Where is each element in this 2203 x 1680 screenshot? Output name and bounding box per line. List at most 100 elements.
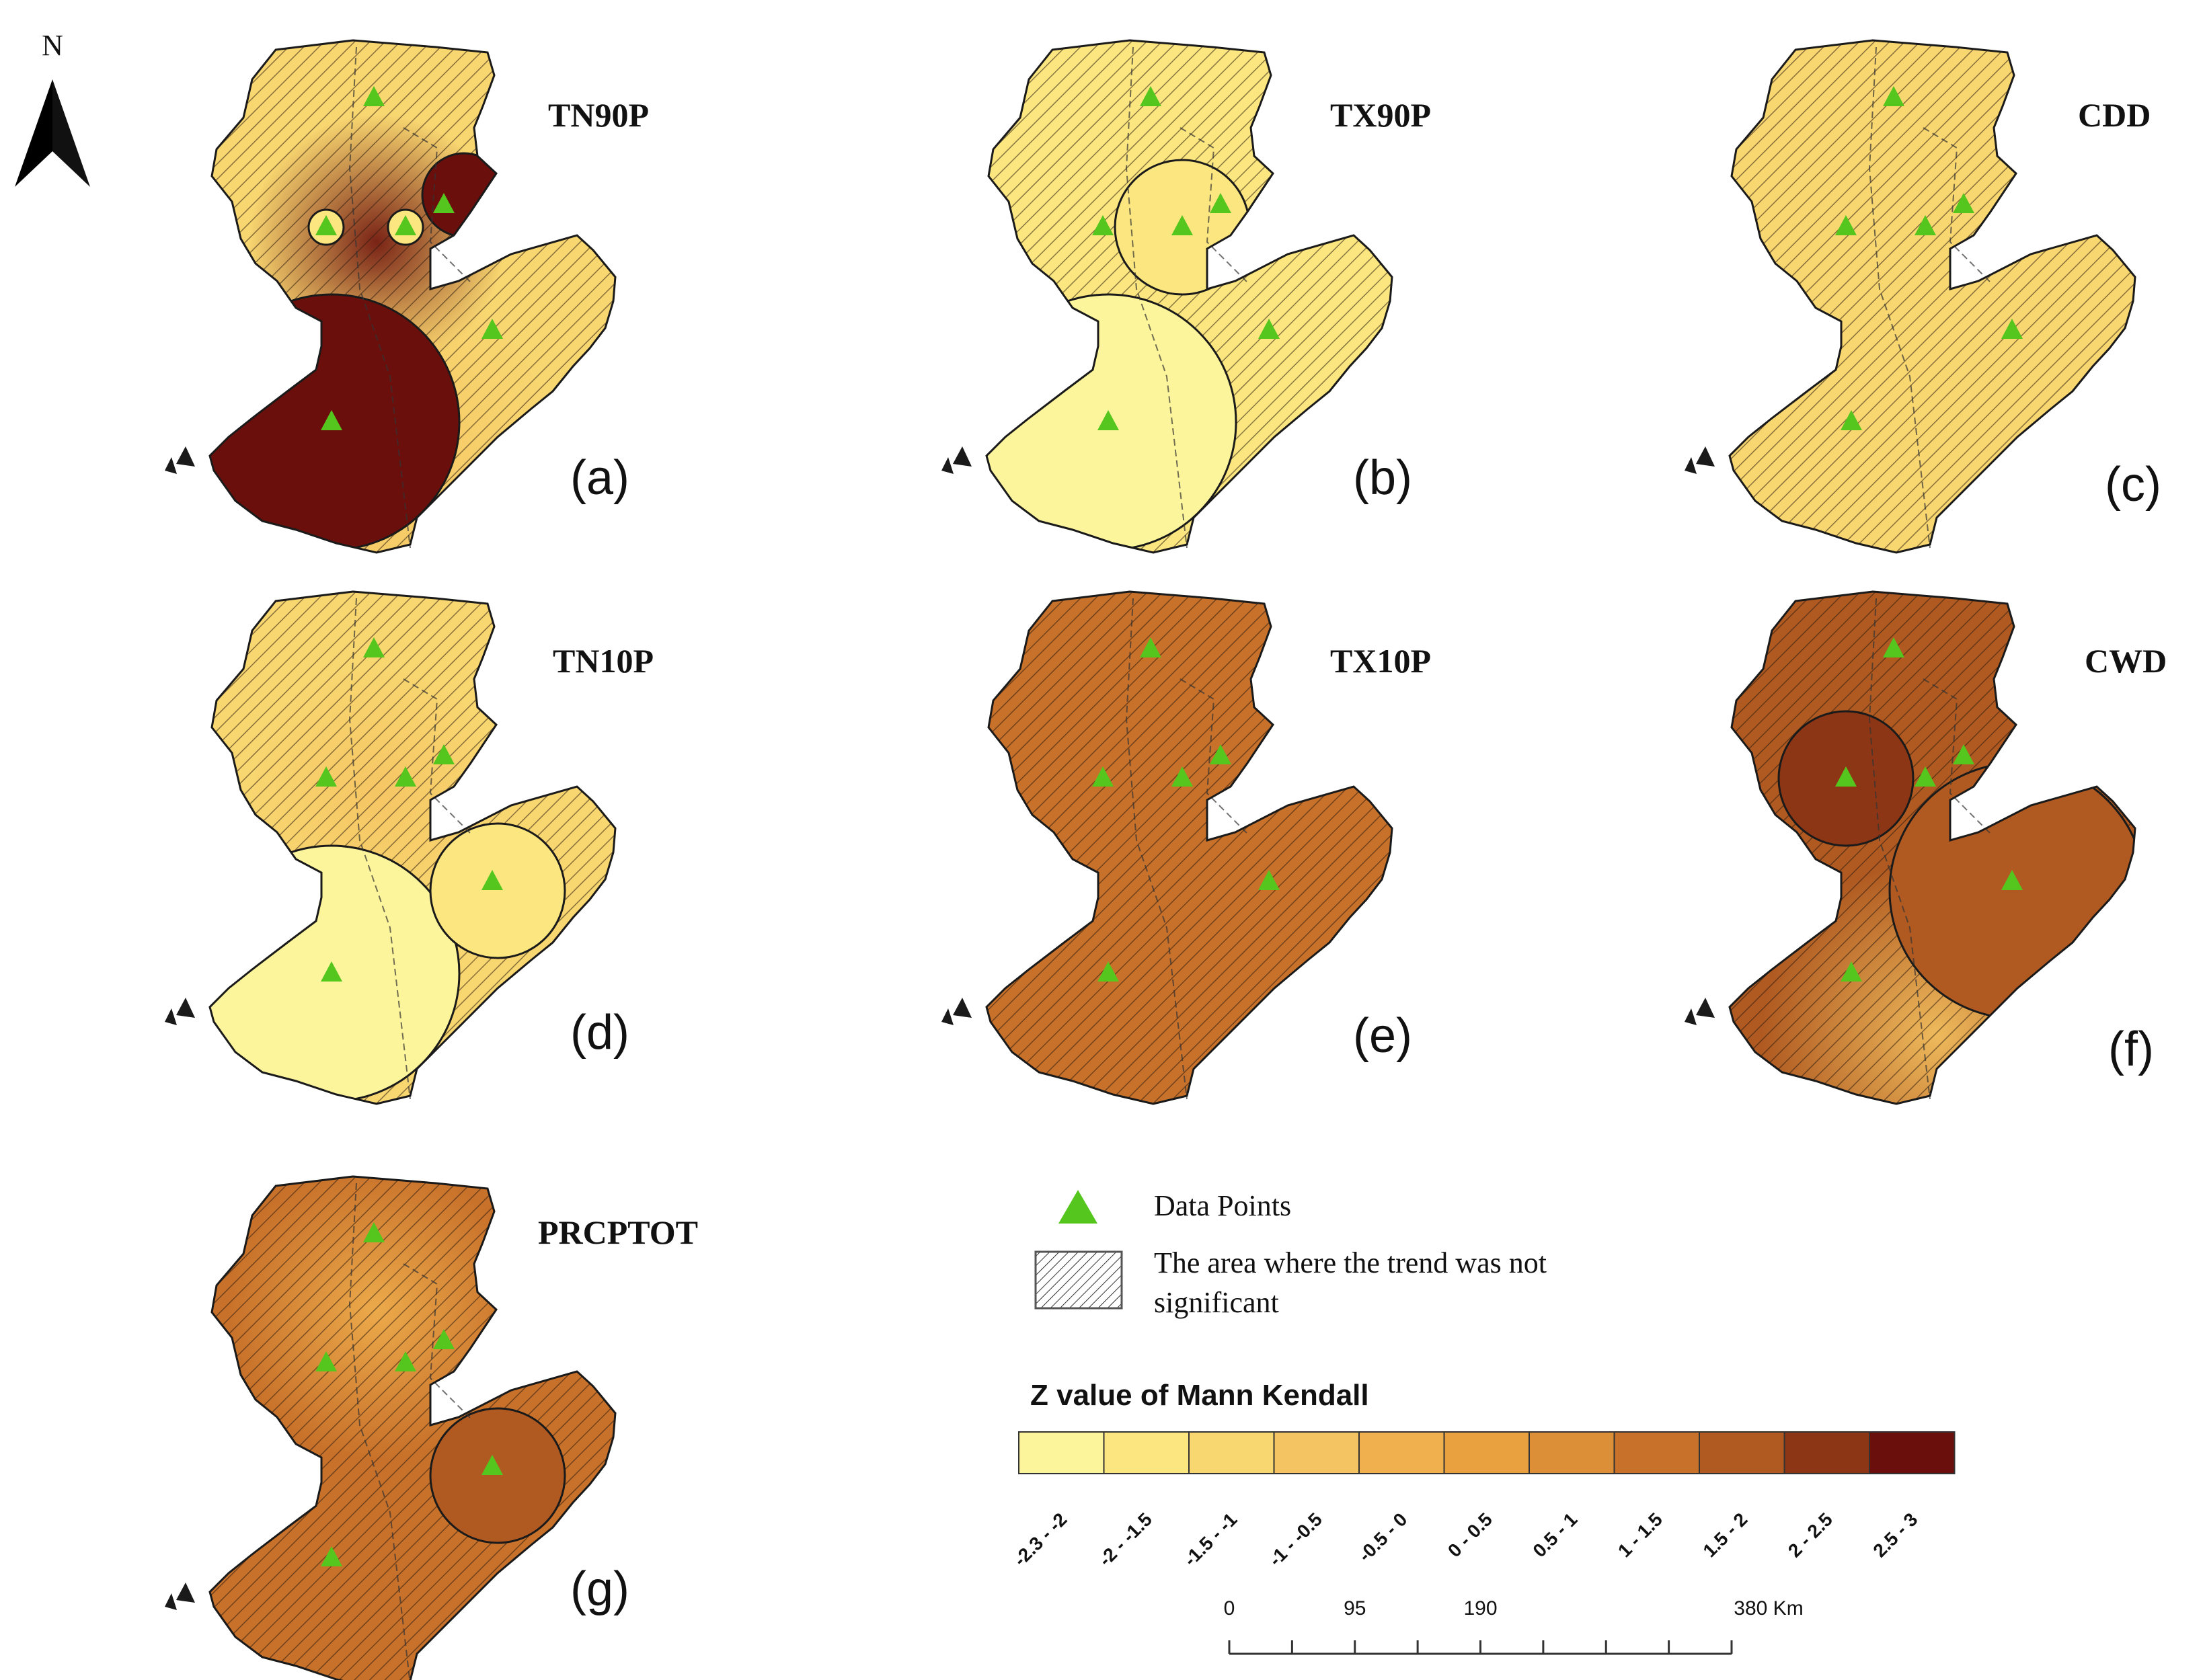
colorbar-swatch xyxy=(1273,1431,1360,1474)
province-boundary xyxy=(1125,598,1188,1100)
data-point-marker xyxy=(433,193,455,213)
map-panel-g: PRCPTOT (g) xyxy=(165,1175,698,1680)
panel-letter: (a) xyxy=(570,451,629,505)
panel-map-f xyxy=(1685,590,2136,1105)
island-icon xyxy=(165,998,195,1025)
panel-letter: (f) xyxy=(2108,1023,2154,1076)
data-point-marker xyxy=(481,319,503,339)
province-boundary xyxy=(348,598,411,1100)
data-point-marker xyxy=(1092,766,1114,787)
data-point-marker xyxy=(481,1455,503,1475)
data-point-marker xyxy=(1210,744,1231,764)
significant-zones xyxy=(429,1407,566,1544)
data-point-marker xyxy=(1258,319,1280,339)
data-point-marker xyxy=(315,766,337,787)
panel-title: PRCPTOT xyxy=(538,1213,698,1251)
data-point-marker xyxy=(1915,766,1936,787)
data-point-marker xyxy=(321,1546,342,1566)
panel-title: TX10P xyxy=(1330,642,1431,680)
colorbar-swatch xyxy=(1018,1431,1105,1474)
panel-letter: (b) xyxy=(1353,451,1412,505)
data-point-marker xyxy=(1953,744,1974,764)
data-point-marker xyxy=(2001,870,2023,890)
data-point-marker xyxy=(395,215,416,235)
panel-letter: (g) xyxy=(570,1562,629,1616)
data-point-marker xyxy=(1097,961,1119,982)
map-panel-f: CWD (f) xyxy=(1685,590,2167,1105)
data-point-marker xyxy=(1953,193,1974,213)
scale-bar-label: 190 xyxy=(1463,1597,1497,1619)
province-boundary xyxy=(1868,46,1931,549)
province-boundary xyxy=(1923,678,1991,834)
data-point-marker xyxy=(1171,766,1193,787)
map-panel-e: TX10P (e) xyxy=(941,590,1431,1105)
island-icon xyxy=(165,1583,195,1610)
panel-title: TN90P xyxy=(548,96,649,134)
not-significant-hatch xyxy=(1730,40,2135,553)
data-point-marker xyxy=(363,86,385,106)
data-point-legend-icon xyxy=(1058,1190,1097,1224)
data-point-marker xyxy=(1835,766,1857,787)
data-point-marker xyxy=(363,1222,385,1242)
colorbar-label: -0.5 - 0 xyxy=(1354,1509,1412,1566)
not-significant-label-line2: significant xyxy=(1154,1286,1279,1319)
data-point-marker xyxy=(1258,870,1280,890)
province-boundary xyxy=(348,46,411,549)
colorbar: -2.3 - -2 -2 - -1.5 -1.5 - -1 -1 - -0.5 -0.5… xyxy=(1009,1431,1956,1570)
data-point-marker xyxy=(1097,410,1119,430)
colorbar-swatch xyxy=(1443,1431,1530,1474)
data-point-marker xyxy=(1140,86,1161,106)
colorbar-swatch xyxy=(1783,1431,1870,1474)
province-boundary xyxy=(1125,46,1188,549)
north-arrow-icon xyxy=(15,79,52,187)
colorbar-swatch xyxy=(1103,1431,1190,1474)
panel-title: CWD xyxy=(2085,642,2167,680)
data-point-marker xyxy=(1171,215,1193,235)
scale-bar-label: 95 xyxy=(1344,1597,1366,1619)
panel-title: CDD xyxy=(2078,96,2151,134)
colorbar-label: -2 - -1.5 xyxy=(1095,1509,1156,1570)
data-point-marker xyxy=(1210,193,1231,213)
colorbar-title: Z value of Mann Kendall xyxy=(1030,1379,1369,1412)
colorbar-label: 2 - 2.5 xyxy=(1784,1509,1837,1561)
data-point-marker xyxy=(321,410,342,430)
colorbar-label: 1.5 - 2 xyxy=(1699,1509,1751,1561)
significant-zone xyxy=(1888,762,2135,1020)
north-arrow: N xyxy=(15,29,90,187)
province-boundary xyxy=(348,1183,411,1680)
colorbar-swatch xyxy=(1613,1431,1700,1474)
data-point-marker xyxy=(1883,86,1904,106)
data-point-marker xyxy=(1915,215,1936,235)
panel-map-a xyxy=(165,39,617,554)
data-point-marker xyxy=(481,870,503,890)
colorbar-label: 1 - 1.5 xyxy=(1614,1509,1666,1561)
panel-map-d xyxy=(165,590,617,1105)
not-significant-legend-swatch xyxy=(1034,1250,1123,1310)
data-points-label: Data Points xyxy=(1154,1189,1291,1222)
island-icon xyxy=(1685,998,1715,1025)
significant-zone xyxy=(429,822,566,959)
north-arrow-icon-shade xyxy=(52,79,90,187)
data-point-marker xyxy=(2001,319,2023,339)
panel-letter: (d) xyxy=(570,1006,629,1059)
province-boundary xyxy=(403,127,471,283)
panel-title: TN10P xyxy=(553,642,654,680)
colorbar-label: 0 - 0.5 xyxy=(1444,1509,1496,1561)
scale-bar-label: 380 Km xyxy=(1734,1597,1803,1619)
colorbar-label: -1 - -0.5 xyxy=(1265,1509,1326,1570)
province-boundary xyxy=(1868,598,1931,1100)
colorbar-label: -2.3 - -2 xyxy=(1009,1509,1071,1570)
data-point-marker xyxy=(1841,961,1862,982)
colorbar-label: 0.5 - 1 xyxy=(1529,1509,1581,1561)
panel-title: TX90P xyxy=(1330,96,1431,134)
colorbar-swatch xyxy=(1358,1431,1445,1474)
data-point-marker xyxy=(1140,637,1161,657)
province-boundary xyxy=(1180,678,1248,834)
panel-map-c xyxy=(1685,39,2136,554)
data-point-marker xyxy=(1835,215,1857,235)
map-panel-a: TN90P (a) xyxy=(165,39,649,554)
province-boundary xyxy=(403,678,471,834)
colorbar-swatch xyxy=(1529,1431,1615,1474)
significant-zone xyxy=(429,1407,566,1544)
data-point-marker xyxy=(363,637,385,657)
